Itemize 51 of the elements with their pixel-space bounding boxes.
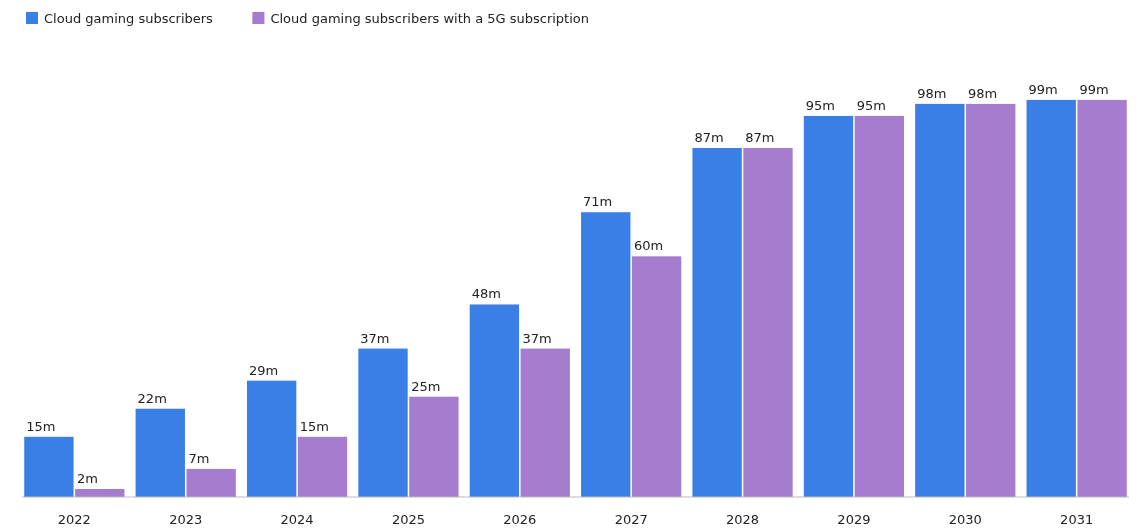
x-tick-label: 2026	[503, 512, 537, 527]
data-label: 7m	[188, 450, 210, 466]
bar	[743, 148, 793, 497]
data-label: 95m	[805, 97, 836, 113]
data-label: 37m	[522, 330, 552, 346]
bar	[692, 148, 742, 497]
bar	[135, 408, 185, 497]
bar	[24, 436, 74, 497]
data-label: 99m	[1028, 81, 1058, 97]
bar	[581, 212, 631, 497]
bar	[409, 396, 459, 497]
data-label: 48m	[471, 286, 501, 302]
bar	[1026, 99, 1076, 497]
x-tick-label: 2027	[614, 512, 648, 527]
x-tick-label: 2029	[837, 512, 871, 527]
bar	[803, 115, 854, 497]
bar	[1077, 99, 1127, 497]
bar	[966, 103, 1016, 497]
data-label: 98m	[968, 85, 998, 101]
data-label: 87m	[694, 130, 724, 146]
data-label: 37m	[360, 330, 390, 346]
bar	[915, 103, 965, 497]
legend-label: Cloud gaming subscribers with a 5G subscription	[270, 11, 590, 26]
data-label: 22m	[137, 390, 167, 406]
x-tick-label: 2022	[57, 512, 91, 527]
data-label: 2m	[77, 470, 99, 486]
x-tick-label: 2028	[726, 512, 760, 527]
bar	[631, 256, 682, 497]
data-label: 98m	[917, 85, 947, 101]
legend-label: Cloud gaming subscribers	[44, 11, 214, 26]
bar	[246, 380, 297, 497]
bar	[520, 348, 570, 497]
data-label: 15m	[299, 418, 330, 434]
data-label: 71m	[583, 194, 613, 210]
bar	[297, 436, 348, 497]
data-label: 15m	[26, 418, 56, 434]
data-label: 29m	[248, 362, 279, 378]
x-tick-label: 2031	[1060, 512, 1094, 527]
x-tick-label: 2025	[391, 512, 425, 527]
bar	[854, 115, 905, 497]
x-tick-label: 2024	[280, 512, 314, 527]
x-tick-label: 2030	[948, 512, 982, 527]
data-label: 60m	[633, 238, 664, 254]
data-label: 99m	[1079, 81, 1109, 97]
x-tick-label: 2023	[169, 512, 203, 527]
bar	[358, 348, 408, 497]
bar	[469, 304, 520, 497]
data-label: 87m	[745, 130, 775, 146]
bar	[186, 468, 236, 497]
data-label: 95m	[856, 97, 886, 113]
data-label: 25m	[411, 378, 441, 394]
